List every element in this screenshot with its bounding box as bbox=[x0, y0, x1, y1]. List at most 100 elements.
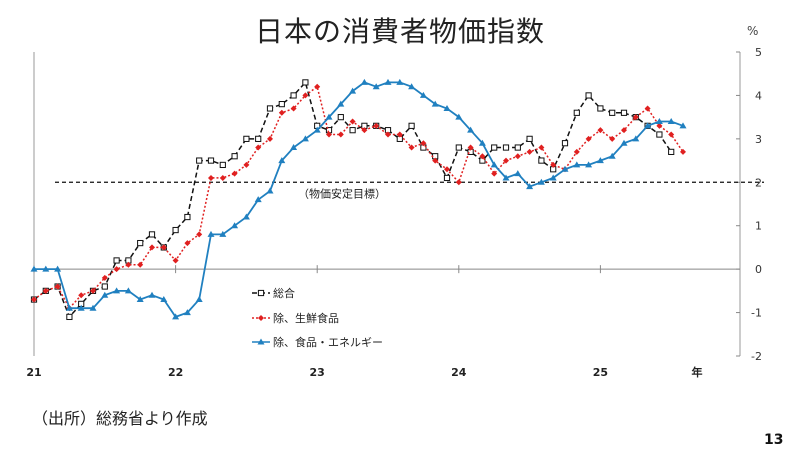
data-point bbox=[467, 144, 474, 151]
data-point bbox=[231, 170, 238, 177]
data-point bbox=[679, 122, 687, 129]
legend-item-2: 除、生鮮食品 bbox=[252, 311, 339, 325]
data-point bbox=[101, 283, 108, 290]
chart-axes: -2-10123452122232425年 bbox=[26, 46, 762, 379]
data-point bbox=[302, 79, 309, 86]
data-point bbox=[621, 127, 627, 134]
data-point bbox=[620, 139, 628, 146]
data-point bbox=[408, 122, 415, 129]
y-axis-unit-label: % bbox=[747, 24, 759, 38]
data-point bbox=[608, 152, 616, 159]
page-number: 13 bbox=[764, 432, 784, 448]
data-point bbox=[597, 127, 604, 134]
data-point bbox=[208, 174, 214, 181]
data-point bbox=[42, 287, 49, 294]
y-tick-label: -1 bbox=[751, 307, 762, 320]
data-point bbox=[255, 144, 262, 151]
data-point bbox=[30, 265, 38, 272]
data-point bbox=[597, 105, 604, 112]
data-point bbox=[148, 291, 156, 298]
data-point bbox=[78, 292, 85, 299]
data-point bbox=[302, 92, 309, 99]
series-layer bbox=[30, 78, 687, 321]
x-axis-unit-label: 年 bbox=[692, 365, 703, 379]
data-point bbox=[396, 131, 403, 138]
y-tick-label: 3 bbox=[755, 133, 762, 146]
data-point bbox=[313, 126, 321, 133]
legend-item-3: 除、食品・エネルギー bbox=[252, 335, 383, 349]
data-point bbox=[444, 166, 450, 173]
y-tick-label: 0 bbox=[755, 263, 762, 276]
data-point bbox=[503, 157, 509, 164]
data-point bbox=[467, 126, 475, 133]
x-tick-label: 21 bbox=[26, 366, 41, 379]
data-point bbox=[561, 140, 569, 147]
data-point bbox=[290, 144, 298, 151]
data-point bbox=[349, 118, 356, 125]
data-point bbox=[408, 83, 416, 90]
source-note: （出所）総務省より作成 bbox=[32, 409, 208, 428]
data-point bbox=[290, 92, 297, 99]
target-line-label: （物価安定目標） bbox=[298, 186, 386, 200]
data-point bbox=[160, 296, 168, 303]
data-point bbox=[455, 179, 462, 186]
data-point bbox=[491, 144, 498, 151]
data-point bbox=[243, 135, 250, 142]
data-point bbox=[490, 161, 498, 168]
data-point bbox=[101, 291, 109, 298]
data-point bbox=[549, 174, 557, 181]
data-point bbox=[502, 144, 510, 151]
data-point bbox=[90, 287, 96, 294]
data-point bbox=[573, 161, 581, 168]
data-point bbox=[325, 113, 333, 120]
data-point bbox=[349, 127, 356, 134]
data-point bbox=[255, 135, 262, 142]
y-tick-label: 4 bbox=[755, 89, 762, 102]
data-point bbox=[278, 109, 285, 116]
data-point bbox=[361, 127, 368, 134]
data-point bbox=[254, 196, 262, 203]
data-point bbox=[478, 139, 486, 146]
data-point bbox=[113, 257, 120, 264]
data-point bbox=[113, 287, 121, 294]
data-point bbox=[479, 153, 486, 160]
legend-label: 除、生鮮食品 bbox=[273, 311, 339, 325]
data-point bbox=[219, 230, 227, 237]
data-point bbox=[278, 101, 285, 108]
data-point bbox=[65, 304, 73, 311]
data-point bbox=[585, 161, 593, 168]
data-point bbox=[644, 105, 651, 112]
data-point bbox=[419, 91, 427, 98]
data-point bbox=[538, 157, 545, 164]
data-point bbox=[432, 157, 439, 164]
data-point bbox=[385, 131, 391, 138]
data-point bbox=[585, 135, 592, 142]
data-point bbox=[655, 117, 663, 124]
data-point bbox=[195, 296, 203, 303]
data-point bbox=[77, 304, 85, 311]
data-point bbox=[620, 109, 628, 116]
data-point bbox=[231, 153, 238, 160]
data-point bbox=[337, 100, 345, 107]
data-point bbox=[266, 105, 274, 112]
target-reference-line: （物価安定目標） bbox=[55, 181, 764, 200]
data-point bbox=[196, 157, 203, 164]
data-point bbox=[31, 296, 37, 303]
data-point bbox=[172, 257, 179, 264]
data-point bbox=[514, 153, 521, 160]
data-point bbox=[172, 226, 179, 234]
data-point bbox=[420, 140, 427, 147]
data-point bbox=[42, 265, 50, 272]
data-point bbox=[526, 148, 533, 155]
data-point bbox=[54, 265, 62, 272]
data-point bbox=[491, 170, 498, 177]
x-tick-label: 22 bbox=[168, 366, 183, 379]
chart-title: 日本の消費者物価指数 bbox=[254, 15, 545, 48]
data-point bbox=[148, 231, 156, 238]
data-point bbox=[137, 261, 144, 268]
data-point bbox=[550, 161, 557, 168]
series-3 bbox=[30, 78, 687, 320]
data-point bbox=[113, 266, 120, 273]
data-point bbox=[66, 313, 73, 321]
